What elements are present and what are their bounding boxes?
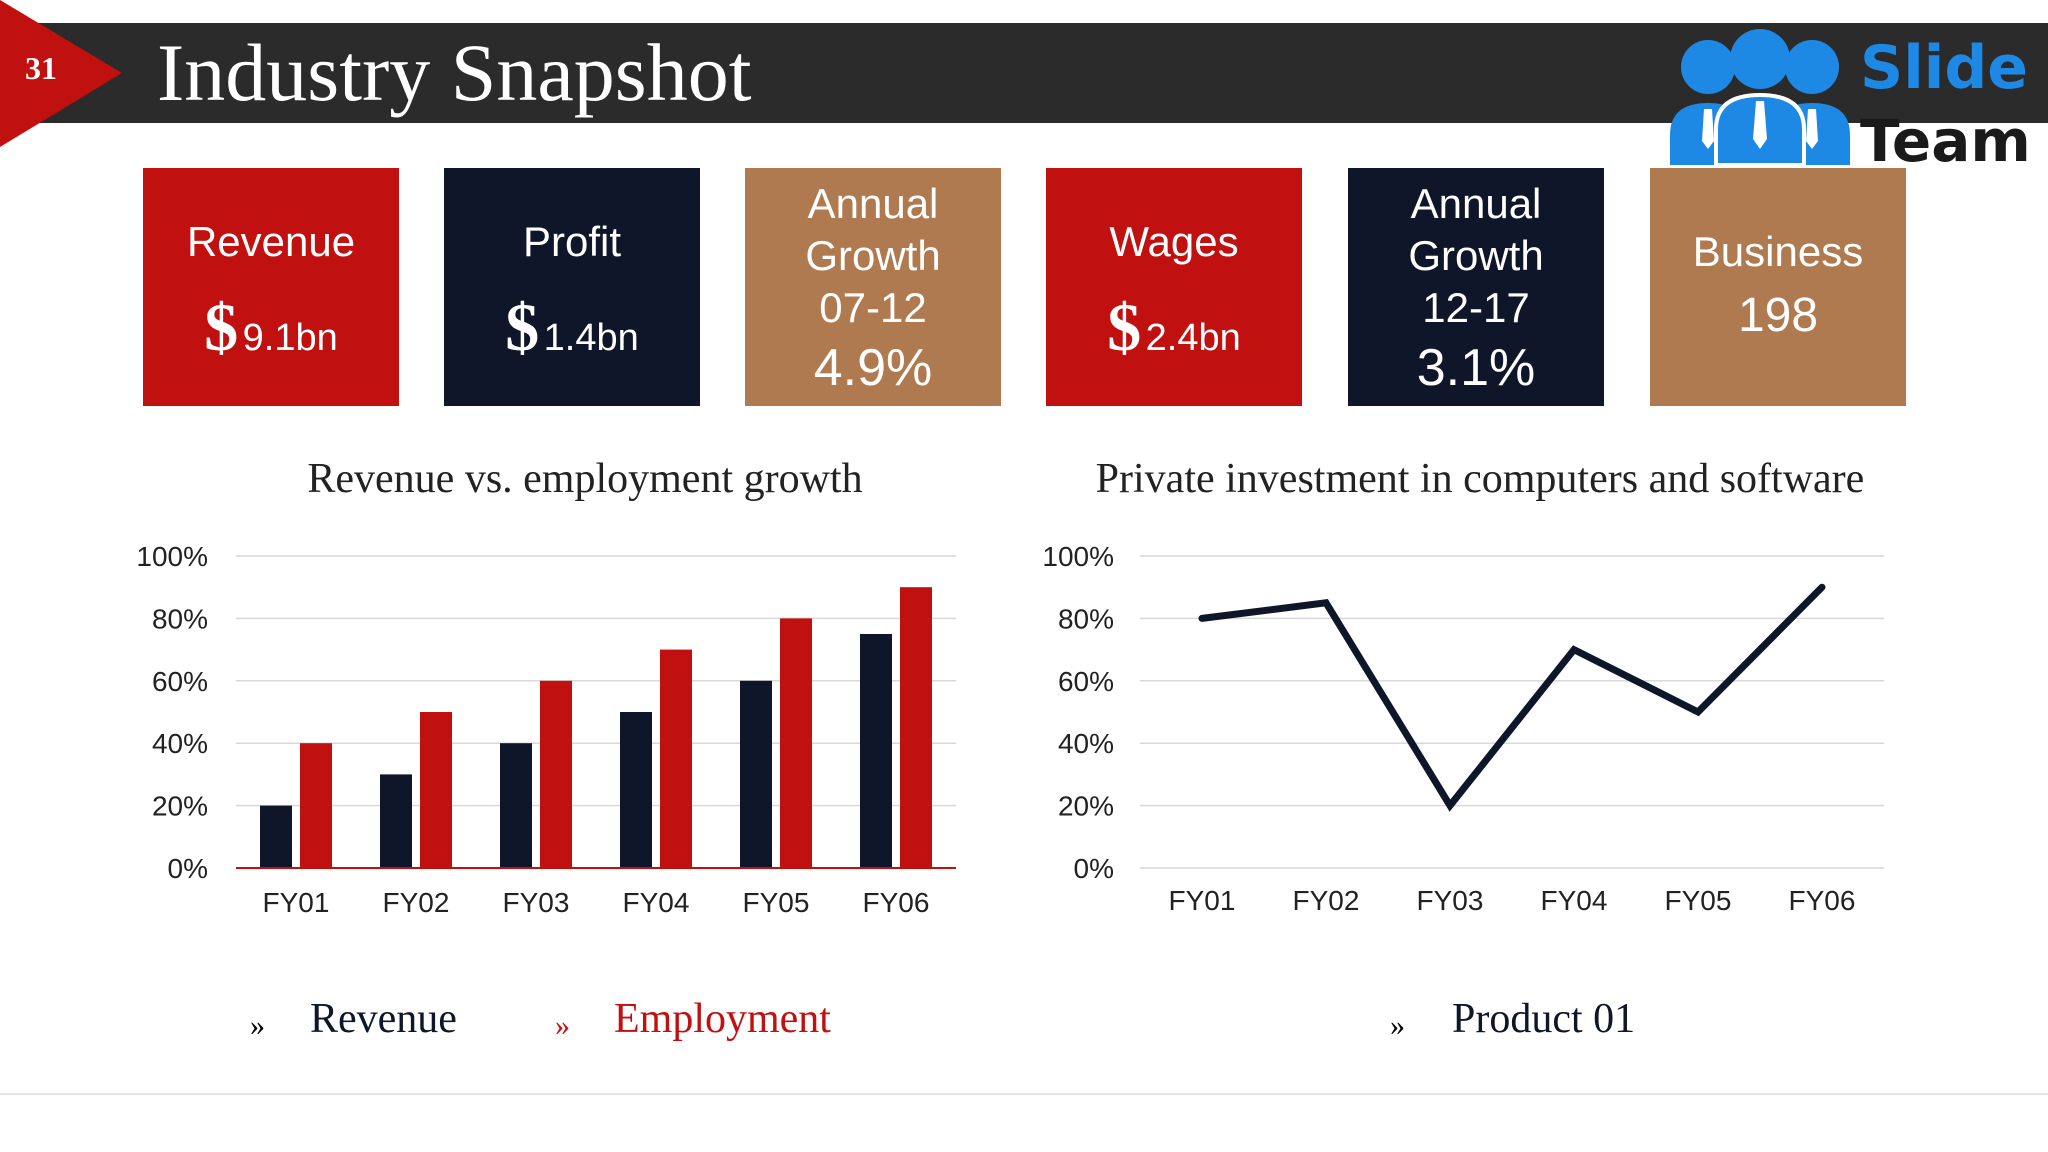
y-tick-label: 100% [1042,541,1114,572]
x-tick-label: FY06 [1789,885,1856,916]
dollar-sign: $ [204,289,239,365]
stat-label: Annual Growth 12-17 [1408,180,1544,331]
bar-revenue [500,743,532,868]
bar-employment [540,680,572,868]
bar-revenue [860,634,892,868]
series-line-product-01 [1198,583,1826,812]
dollar-sign: $ [1107,289,1142,365]
stat-amount: 2.4bn [1145,317,1241,359]
y-tick-label: 0% [168,853,208,884]
stat-label: Revenue [186,218,356,265]
y-tick-label: 80% [152,603,208,634]
data-point [1325,601,1327,604]
y-tick-label: 40% [152,728,208,759]
y-tick-label: 80% [1058,603,1114,634]
logo-text-slide: Slide [1860,33,2028,103]
legend-label-employment: Employment [614,996,831,1042]
stat-amount: 3.1% [1416,339,1536,397]
stat-label: Profit [522,218,622,265]
bar-revenue [260,805,292,868]
stat-label: Business [1692,228,1864,275]
stat-amount: 1.4bn [543,317,639,359]
data-point [1697,711,1699,713]
slide-number: 31 [25,50,57,86]
x-tick-label: FY05 [743,887,810,918]
y-tick-label: 60% [152,666,208,697]
bar-employment [420,712,452,868]
stat-annual-growth-07-12: Annual Growth 07-12 4.9% [745,168,1001,406]
legend-label-product-01: Product 01 [1452,996,1636,1042]
line-chart-title: Private investment in computers and soft… [1095,456,1865,502]
people-icon [1670,29,1850,165]
y-tick-label: 60% [1058,666,1114,697]
stat-revenue: Revenue $ 9.1bn [143,168,399,406]
bar-employment [780,618,812,868]
x-tick-label: FY04 [623,887,690,918]
data-point [1573,648,1575,651]
bar-employment [300,743,332,868]
legend-marker-revenue: » [250,1009,265,1042]
bar-chart: 0% 20% 40% 60% 80% 100% FY01 FY02 FY03 FY04 FY05 FY… [136,541,956,918]
slideteam-logo: Slide Team [1660,25,2031,175]
bar-revenue [620,712,652,868]
bar-revenue [380,774,412,868]
data-point [1449,804,1451,807]
stat-amount: 9.1bn [242,317,338,359]
x-tick-label: FY06 [863,887,930,918]
stat-amount: 4.9% [813,339,933,397]
y-tick-label: 100% [136,541,208,572]
stat-wages: Wages $ 2.4bn [1046,168,1302,406]
legend-label-revenue: Revenue [310,996,457,1042]
bottom-divider [0,1093,2048,1095]
x-tick-label: FY02 [383,887,450,918]
bar-chart-legend: » Revenue » Employment [250,995,870,1055]
x-tick-label: FY05 [1665,885,1732,916]
bar-employment [900,587,932,868]
bar-employment [660,649,692,868]
stat-value: $ 1.4bn [444,288,700,367]
x-tick-label: FY01 [263,887,330,918]
stat-value: $ 9.1bn [143,288,399,367]
legend-marker-product-01: » [1390,1009,1405,1042]
stat-profit: Profit $ 1.4bn [444,168,700,406]
y-tick-label: 40% [1058,728,1114,759]
bar-revenue [740,680,772,868]
x-tick-label: FY02 [1293,885,1360,916]
stat-label: Annual Growth 07-12 [805,180,941,331]
stat-amount: 198 [1737,289,1819,342]
stat-business: Business 198 [1650,168,1906,406]
x-tick-label: FY04 [1541,885,1608,916]
slide-number-badge [0,0,122,147]
y-tick-label: 20% [1058,791,1114,822]
stat-label: Wages [1109,218,1239,265]
logo-text-team: Team [1860,107,2031,175]
legend-marker-employment: » [555,1009,570,1042]
data-point [1821,586,1823,589]
y-tick-label: 0% [1074,853,1114,884]
stat-value: $ 2.4bn [1046,288,1302,367]
page-title: Industry Snapshot [157,27,752,118]
x-tick-label: FY03 [1417,885,1484,916]
line-chart-legend: » Product 01 [1390,995,1690,1055]
x-tick-label: FY03 [503,887,570,918]
bar-chart-title: Revenue vs. employment growth [307,456,863,502]
data-point [1201,617,1203,620]
x-tick-label: FY01 [1169,885,1236,916]
y-tick-label: 20% [152,791,208,822]
stat-annual-growth-12-17: Annual Growth 12-17 3.1% [1348,168,1604,406]
line-chart: 0% 20% 40% 60% 80% 100% FY01 FY02 FY03 FY04 FY05 FY… [1042,541,1884,916]
dollar-sign: $ [505,289,540,365]
